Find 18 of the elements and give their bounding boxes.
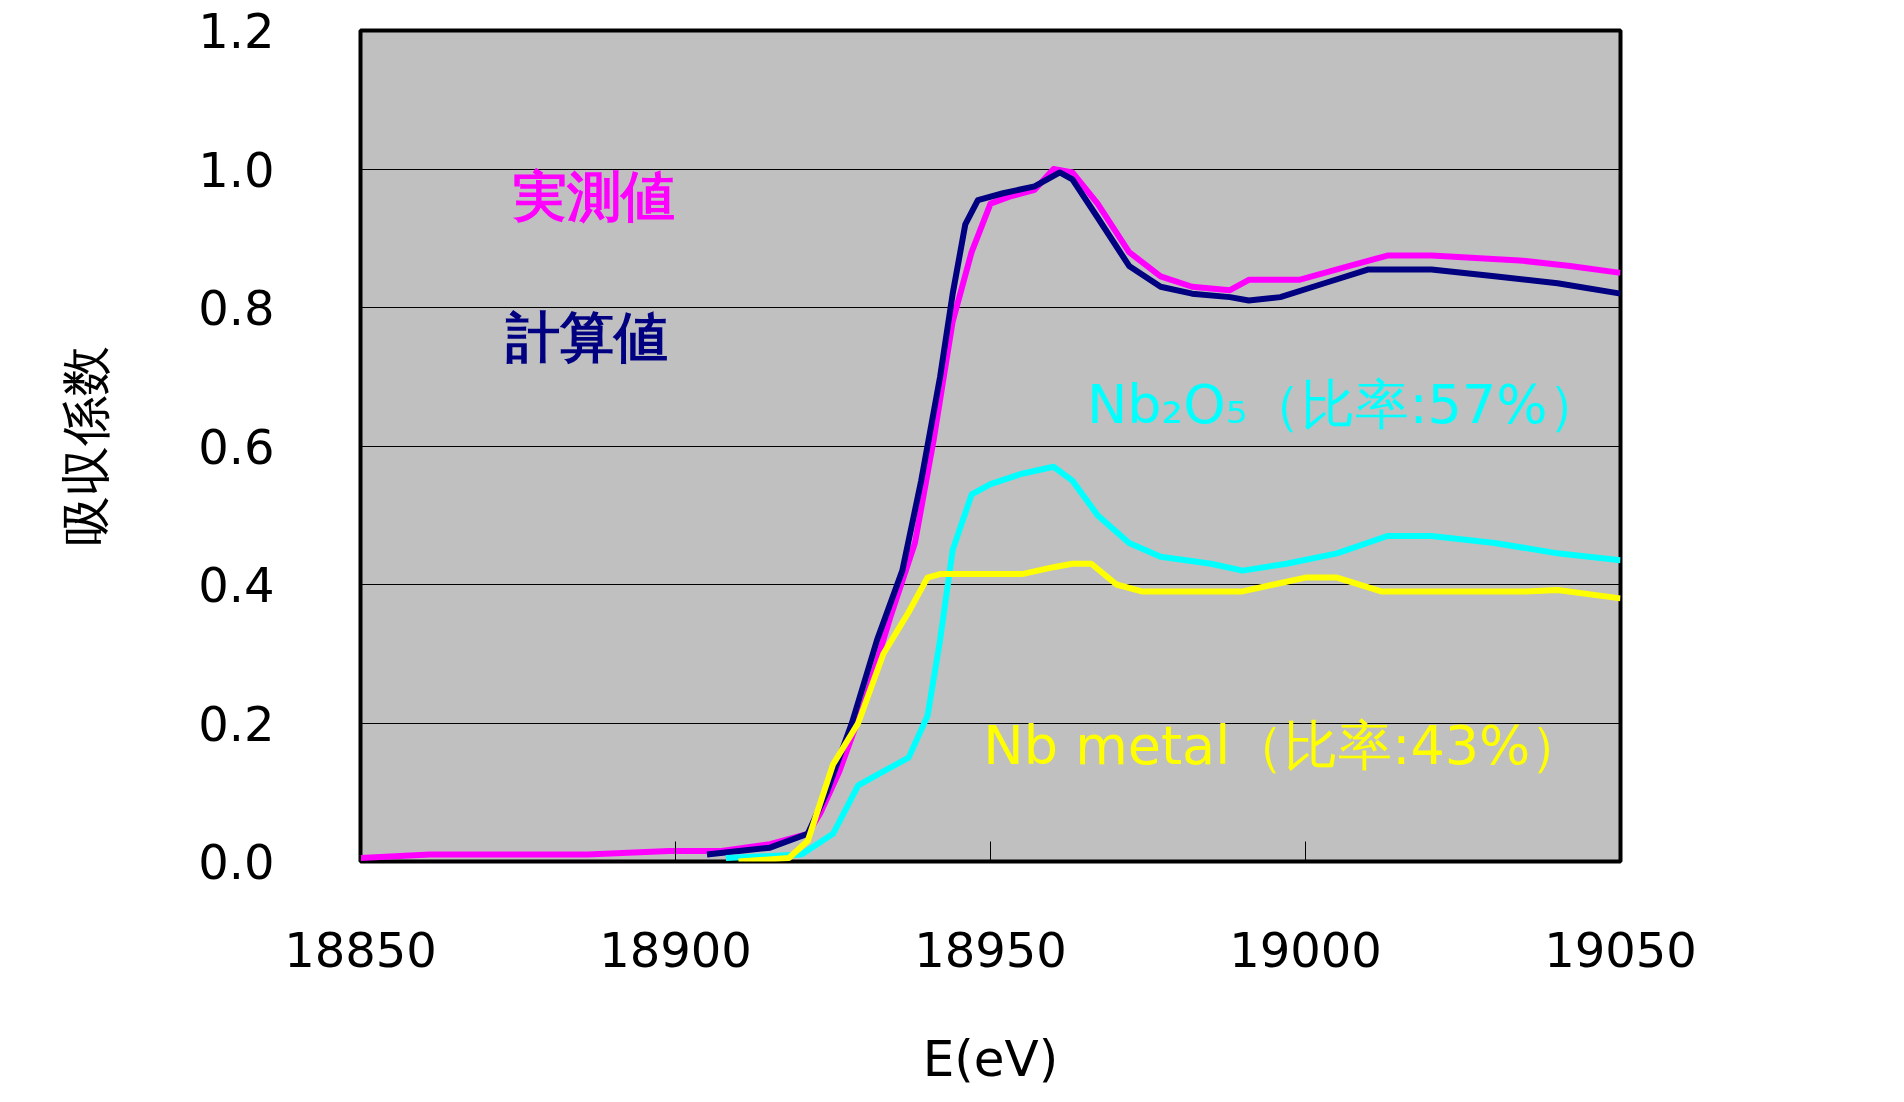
y-tick-label: 0.4	[198, 557, 275, 613]
y-tick-label: 1.0	[198, 141, 275, 198]
x-tick-label: 19050	[1544, 921, 1697, 978]
x-tick-label: 18850	[284, 921, 437, 978]
x-axis-title: E(eV)	[922, 1029, 1059, 1088]
y-tick-label: 0.2	[198, 695, 275, 752]
text: Nb metal（比率:43%）	[983, 713, 1585, 777]
y-tick-label: 1.2	[198, 3, 275, 59]
series-label: Nb₂O₅（比率:57%）	[1086, 372, 1602, 436]
x-tick-label: 18900	[599, 921, 752, 978]
x-tick-label: 18950	[914, 921, 1067, 978]
y-tick-label: 0.8	[198, 280, 275, 336]
x-tick-label: 19000	[1229, 921, 1382, 978]
y-tick-label: 0.6	[198, 418, 275, 475]
y-tick-label: 0.0	[198, 834, 275, 890]
text: 計算値	[505, 306, 669, 370]
y-axis-title: 吸収係数	[57, 346, 116, 546]
text: 実測値	[511, 165, 675, 229]
